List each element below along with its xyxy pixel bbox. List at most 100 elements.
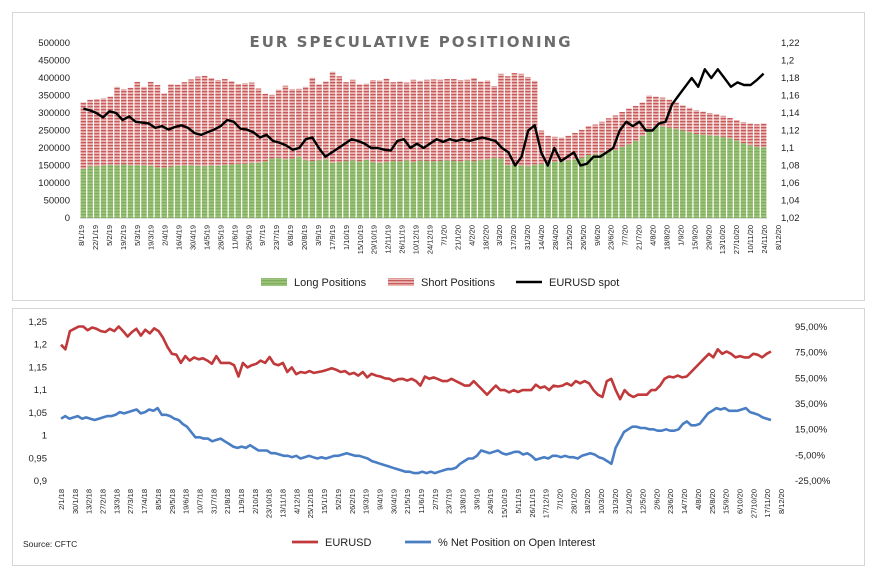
short-position-bar (686, 107, 693, 133)
short-position-bar (87, 99, 93, 167)
short-position-bar (195, 76, 201, 166)
short-position-bar (579, 129, 585, 158)
chart-title: EUR SPECULATIVE POSITIONING (249, 33, 572, 51)
short-position-bar (309, 77, 316, 161)
y-right-tick-label: 1,08 (781, 161, 800, 172)
x-tick-label: 27/3/18 (126, 489, 135, 514)
short-position-bar (161, 93, 167, 168)
long-position-bar (525, 166, 531, 218)
short-position-bar (363, 83, 370, 160)
x-tick-label: 3/3/20 (495, 225, 504, 246)
x-tick-label: 13/8/19 (459, 489, 468, 514)
x-tick-label: 23/6/20 (607, 225, 616, 250)
x-tick-label: 1/10/19 (342, 225, 351, 250)
x-tick-label: 2/7/19 (431, 489, 440, 510)
eurusd-spot-line (83, 68, 765, 167)
x-tick-label: 19/6/18 (182, 489, 191, 514)
short-position-bar (417, 80, 423, 161)
bottom-chart-panel: 1,25 1,2 1,15 1,1 1,05 1 0,95 0,9 95,00% 75,00% 5… (12, 308, 865, 566)
short-position-bar (296, 88, 302, 158)
short-position-bar (248, 82, 255, 164)
short-position-bar (498, 73, 504, 159)
x-tick-label: 15/10/19 (500, 489, 509, 518)
x-tick-label: 15/9/20 (690, 225, 699, 250)
short-position-bar (437, 79, 444, 161)
short-position-bar (329, 71, 336, 163)
long-position-bar (626, 144, 632, 218)
long-position-bar (208, 165, 215, 218)
long-position-bar (154, 167, 161, 218)
source-label: Source: CFTC (23, 539, 77, 549)
long-position-bar (114, 165, 120, 218)
x-tick-label: 27/2/18 (99, 489, 108, 514)
x-tick-label: 25/6/19 (244, 225, 253, 250)
short-position-bar (134, 81, 141, 166)
y-left-tick-label: 1,2 (34, 340, 47, 351)
long-position-bar (376, 162, 383, 218)
x-tick-label: 5/3/19 (133, 225, 142, 246)
short-position-bar (215, 80, 221, 166)
x-tick-label: 2/1/18 (57, 489, 66, 510)
x-tick-label: 21/5/19 (403, 489, 412, 514)
long-position-bar (141, 165, 147, 218)
x-tick-label: 17/11/20 (763, 489, 772, 518)
long-position-bar (659, 126, 666, 218)
x-tick-label: 8/1/19 (77, 225, 86, 246)
x-tick-label: 19/2/19 (119, 225, 128, 250)
long-position-bar (289, 158, 295, 218)
short-position-bar (477, 81, 484, 161)
long-position-bar (174, 165, 181, 218)
x-tick-label: 12/5/20 (565, 225, 574, 250)
short-position-bar (376, 80, 383, 163)
y-left-tick-label: 0,95 (29, 453, 48, 464)
long-position-bar (754, 146, 760, 218)
long-position-bar (430, 161, 437, 218)
x-tick-label: 30/4/19 (389, 489, 398, 514)
x-tick-label: 6/8/19 (286, 225, 295, 246)
y-left-tick-label: 350000 (38, 91, 70, 102)
short-position-bar (100, 98, 107, 166)
y-right-tick-label: 95,00% (795, 322, 828, 333)
short-position-bar (242, 83, 248, 164)
legend-swatch (261, 278, 287, 286)
long-position-bar (437, 160, 444, 218)
long-position-bar (599, 153, 605, 218)
x-tick-label: 21/8/18 (223, 489, 232, 514)
short-position-bar (484, 80, 491, 160)
y-right-tick-label: 1,06 (781, 178, 800, 189)
long-position-bar (700, 134, 706, 218)
y-left-tick-label: 100000 (38, 178, 70, 189)
long-position-bar (302, 160, 309, 218)
y-left-tick-label: 400000 (38, 73, 70, 84)
long-position-bar (673, 128, 679, 218)
x-tick-label: 12/11/19 (384, 225, 393, 254)
x-tick-label: 5/11/19 (514, 489, 523, 513)
long-position-bar (740, 143, 747, 218)
x-tick-label: 13/2/18 (85, 489, 94, 514)
x-tick-label: 14/4/20 (537, 225, 546, 250)
x-tick-label: 26/11/19 (398, 225, 407, 254)
long-position-bar (471, 160, 477, 218)
long-position-bar (134, 165, 141, 218)
x-tick-label: 8/12/20 (777, 489, 786, 514)
short-position-bar (397, 81, 403, 162)
long-position-bar (572, 159, 578, 218)
long-position-bar (511, 164, 518, 218)
x-tick-label: 21/1/20 (453, 225, 462, 250)
short-position-bar (168, 84, 174, 167)
x-tick-label: 2/6/20 (652, 489, 661, 510)
long-position-bar (713, 135, 720, 218)
x-tick-label: 24/11/20 (760, 225, 769, 254)
short-position-bar (316, 84, 322, 161)
legend-label: EURUSD (325, 537, 372, 549)
x-tick-label: 15/1/19 (320, 489, 329, 514)
short-position-bar (639, 102, 646, 136)
short-position-bar (565, 135, 572, 161)
x-tick-label: 29/5/18 (168, 489, 177, 514)
x-tick-label: 7/7/20 (621, 225, 630, 246)
short-position-bar (700, 111, 706, 135)
y-left-tick-label: 1,05 (29, 408, 48, 419)
long-position-bar (336, 162, 343, 218)
x-tick-label: 10/7/18 (196, 489, 205, 514)
x-tick-label: 26/2/19 (348, 489, 357, 514)
